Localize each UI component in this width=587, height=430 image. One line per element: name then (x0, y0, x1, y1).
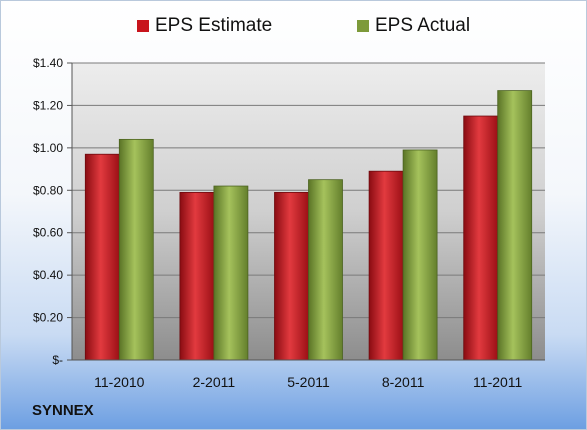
x-tick-label: 8-2011 (382, 374, 425, 390)
legend-swatch-estimate (137, 20, 149, 32)
bar-estimate (179, 192, 215, 361)
y-tick-label: $- (52, 353, 63, 367)
bar-estimate (368, 170, 404, 361)
bar-actual (402, 149, 438, 361)
legend-label-actual: EPS Actual (375, 15, 471, 36)
bar-estimate (274, 192, 309, 361)
y-tick-label: $0.80 (33, 183, 63, 197)
bar-actual (308, 179, 343, 361)
company-label: SYNNEX (32, 402, 94, 419)
y-tick-label: $0.60 (33, 226, 63, 240)
y-axis: $- $0.20 $0.40 $0.60 $0.80 $1.00 $1.20 $1.40 (33, 56, 73, 367)
x-tick-label: 11-2011 (473, 374, 523, 390)
x-tick-label: 2-2011 (193, 374, 236, 390)
bar-actual (497, 90, 533, 361)
legend: EPS Estimate EPS Actual (1, 15, 586, 39)
bar-estimate (463, 115, 499, 361)
bar-actual (118, 138, 154, 361)
y-tick-label: $0.20 (33, 311, 63, 325)
bars (84, 90, 533, 361)
y-tick-label: $0.40 (33, 268, 63, 282)
y-tick-label: $1.20 (33, 98, 63, 112)
x-axis: 11-2010 2-2011 5-2011 8-2011 11-2011 (72, 359, 545, 390)
bar-actual (213, 185, 249, 361)
bar-estimate (84, 153, 120, 361)
legend-item-estimate: EPS Estimate (137, 15, 272, 37)
y-tick-label: $1.00 (33, 141, 63, 155)
y-tick-label: $1.40 (33, 56, 63, 70)
x-tick-label: 11-2010 (94, 374, 145, 390)
legend-label-estimate: EPS Estimate (155, 15, 273, 36)
x-tick-label: 5-2011 (287, 374, 330, 390)
legend-swatch-actual (357, 20, 369, 32)
legend-item-actual: EPS Actual (357, 15, 470, 37)
